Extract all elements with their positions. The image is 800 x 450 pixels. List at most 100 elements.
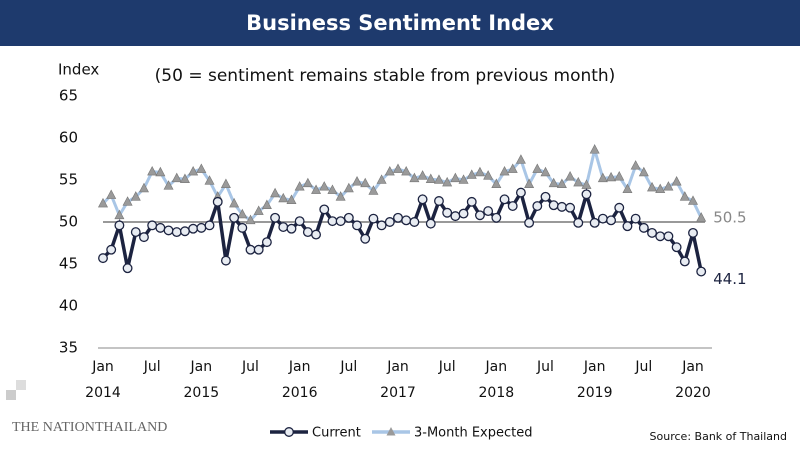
marker bbox=[319, 181, 330, 191]
y-tick-label: 60 bbox=[59, 129, 78, 147]
marker bbox=[696, 266, 707, 277]
marker bbox=[532, 201, 543, 211]
marker bbox=[442, 176, 453, 187]
marker bbox=[458, 174, 469, 184]
marker bbox=[261, 237, 272, 248]
x-tick-label: Jan bbox=[386, 359, 409, 375]
marker bbox=[606, 171, 617, 182]
marker bbox=[327, 184, 338, 194]
logo-mark bbox=[6, 390, 16, 400]
y-tick-label: 45 bbox=[59, 255, 78, 273]
marker bbox=[532, 163, 543, 173]
legend-label: Current bbox=[312, 426, 361, 441]
marker bbox=[179, 226, 190, 237]
marker bbox=[384, 217, 395, 227]
marker bbox=[524, 217, 535, 228]
marker bbox=[417, 194, 428, 205]
marker bbox=[597, 172, 608, 183]
marker bbox=[286, 223, 297, 234]
marker bbox=[679, 191, 690, 201]
marker bbox=[614, 202, 625, 213]
marker bbox=[106, 189, 117, 199]
marker bbox=[163, 225, 174, 236]
marker bbox=[393, 212, 403, 223]
marker bbox=[688, 195, 698, 205]
marker bbox=[229, 197, 240, 208]
x-tick-label: Jul bbox=[339, 359, 357, 375]
marker bbox=[630, 160, 641, 170]
marker bbox=[220, 255, 231, 266]
marker bbox=[491, 178, 502, 188]
marker bbox=[548, 177, 559, 188]
marker bbox=[294, 216, 305, 227]
marker bbox=[171, 227, 182, 238]
marker bbox=[491, 212, 502, 223]
marker bbox=[474, 210, 485, 221]
x-tick-label: Jul bbox=[536, 359, 554, 375]
marker bbox=[589, 217, 600, 228]
marker bbox=[638, 166, 649, 177]
marker bbox=[671, 176, 682, 186]
marker bbox=[442, 207, 453, 218]
marker bbox=[524, 178, 535, 188]
marker bbox=[663, 231, 674, 242]
marker bbox=[147, 165, 158, 176]
year-label: 2015 bbox=[184, 385, 220, 401]
marker bbox=[302, 227, 313, 238]
marker bbox=[433, 174, 444, 184]
marker bbox=[515, 187, 526, 198]
marker bbox=[343, 212, 354, 223]
marker bbox=[647, 181, 658, 192]
marker bbox=[655, 231, 666, 242]
marker bbox=[237, 222, 248, 233]
marker bbox=[171, 172, 182, 183]
marker bbox=[155, 166, 166, 177]
marker bbox=[278, 192, 289, 203]
marker bbox=[425, 218, 436, 229]
marker bbox=[393, 163, 403, 173]
source: Source: Bank of Thailand bbox=[650, 430, 787, 443]
marker bbox=[139, 232, 149, 243]
marker bbox=[458, 208, 469, 219]
marker bbox=[343, 182, 354, 193]
marker bbox=[179, 173, 190, 183]
x-tick-label: Jan bbox=[485, 359, 508, 375]
x-tick-label: Jan bbox=[190, 359, 213, 375]
marker bbox=[311, 229, 322, 240]
marker bbox=[270, 187, 281, 198]
legend-marker bbox=[386, 427, 396, 436]
marker bbox=[499, 165, 510, 176]
marker bbox=[434, 196, 444, 206]
marker bbox=[147, 220, 158, 231]
marker bbox=[237, 208, 248, 219]
marker bbox=[253, 244, 264, 255]
series-line bbox=[101, 143, 703, 223]
subtitle: (50 = sentiment remains stable from prev… bbox=[155, 66, 616, 86]
marker bbox=[450, 172, 461, 183]
marker bbox=[130, 191, 141, 201]
marker bbox=[294, 181, 305, 191]
marker bbox=[565, 202, 576, 213]
marker bbox=[581, 189, 592, 200]
y-tick-label: 40 bbox=[59, 297, 78, 315]
y-tick-label: 35 bbox=[59, 339, 78, 357]
marker bbox=[622, 183, 633, 194]
marker bbox=[278, 222, 289, 232]
year-label: 2019 bbox=[577, 385, 613, 401]
logo-mark bbox=[16, 380, 26, 390]
marker bbox=[483, 170, 494, 180]
value-label: 44.1 bbox=[713, 270, 746, 288]
marker bbox=[286, 194, 297, 204]
marker bbox=[466, 169, 477, 179]
marker bbox=[245, 214, 256, 225]
marker bbox=[450, 211, 461, 222]
marker bbox=[98, 197, 108, 208]
marker bbox=[647, 227, 657, 238]
marker bbox=[384, 165, 395, 176]
year-label: 2018 bbox=[479, 385, 515, 401]
marker bbox=[335, 216, 346, 227]
marker bbox=[229, 212, 240, 223]
marker bbox=[261, 199, 272, 209]
marker bbox=[409, 172, 420, 183]
